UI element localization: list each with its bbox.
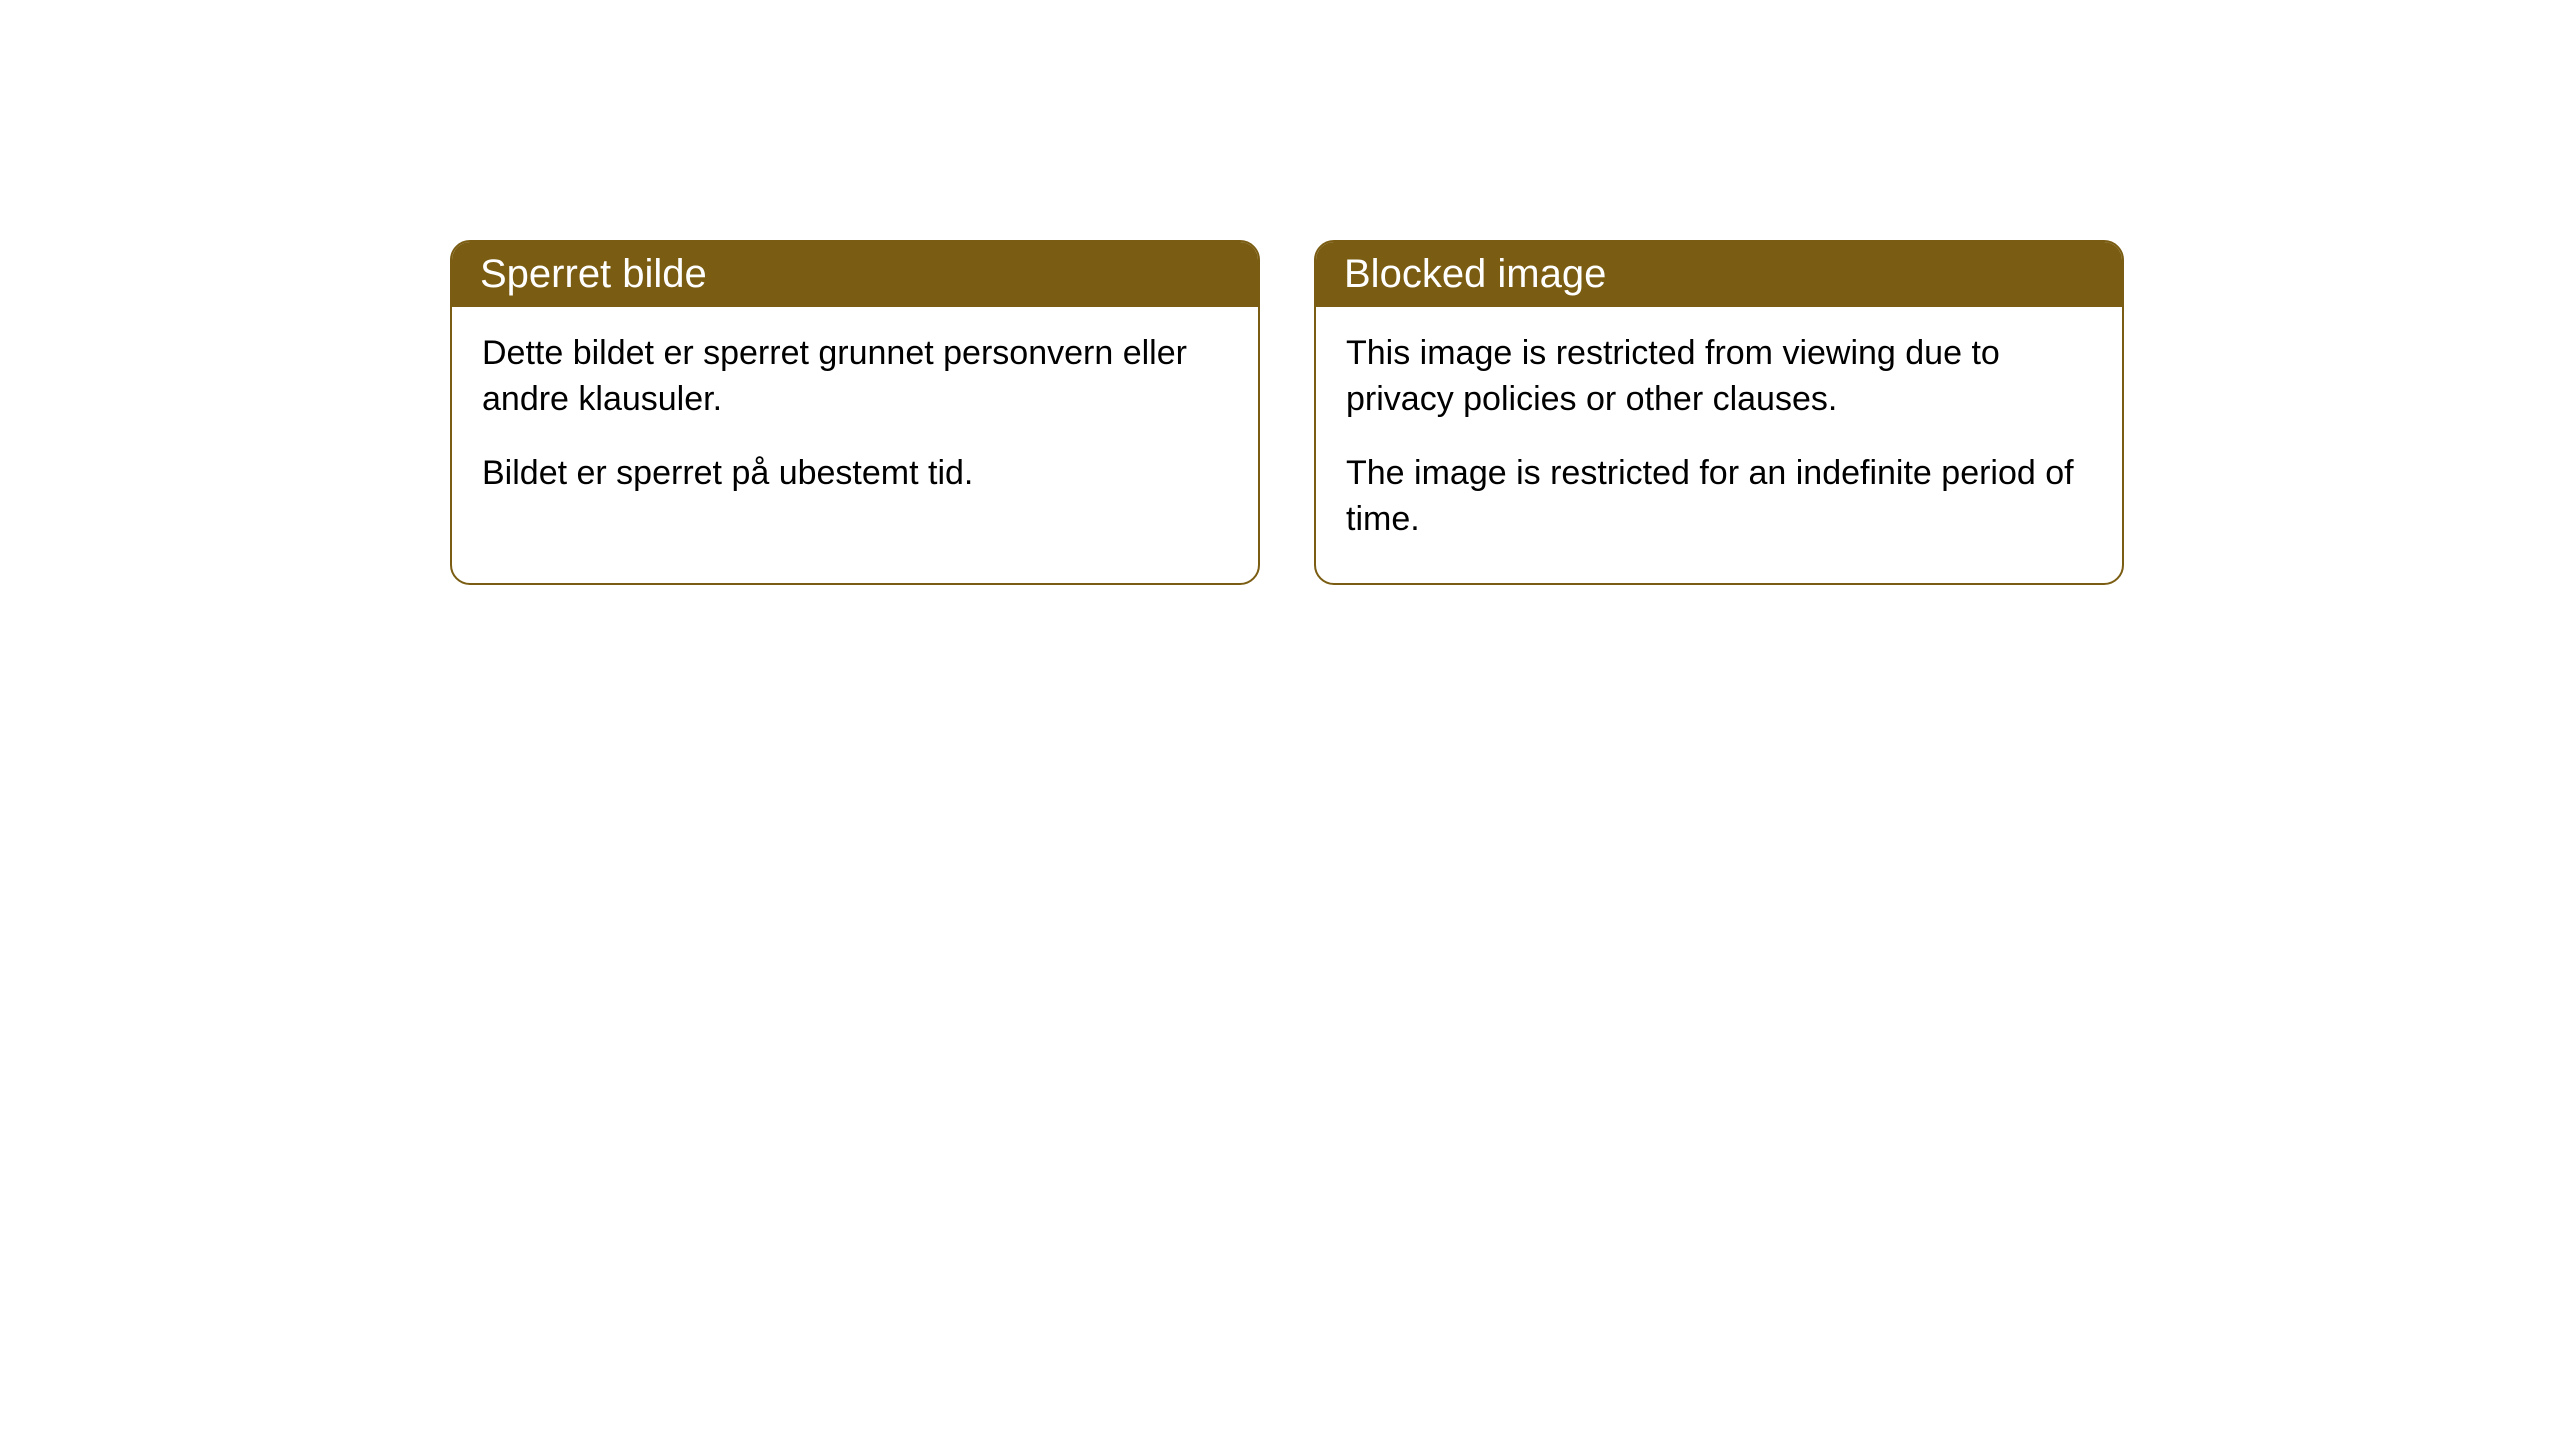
card-paragraph-1: This image is restricted from viewing du…	[1346, 331, 2092, 423]
card-body-english: This image is restricted from viewing du…	[1316, 307, 2122, 583]
card-norwegian: Sperret bilde Dette bildet er sperret gr…	[450, 240, 1260, 585]
card-paragraph-1: Dette bildet er sperret grunnet personve…	[482, 331, 1228, 423]
card-english: Blocked image This image is restricted f…	[1314, 240, 2124, 585]
card-paragraph-2: The image is restricted for an indefinit…	[1346, 451, 2092, 543]
cards-container: Sperret bilde Dette bildet er sperret gr…	[450, 240, 2124, 585]
card-header-norwegian: Sperret bilde	[452, 242, 1258, 307]
card-header-english: Blocked image	[1316, 242, 2122, 307]
card-body-norwegian: Dette bildet er sperret grunnet personve…	[452, 307, 1258, 537]
card-paragraph-2: Bildet er sperret på ubestemt tid.	[482, 451, 1228, 497]
